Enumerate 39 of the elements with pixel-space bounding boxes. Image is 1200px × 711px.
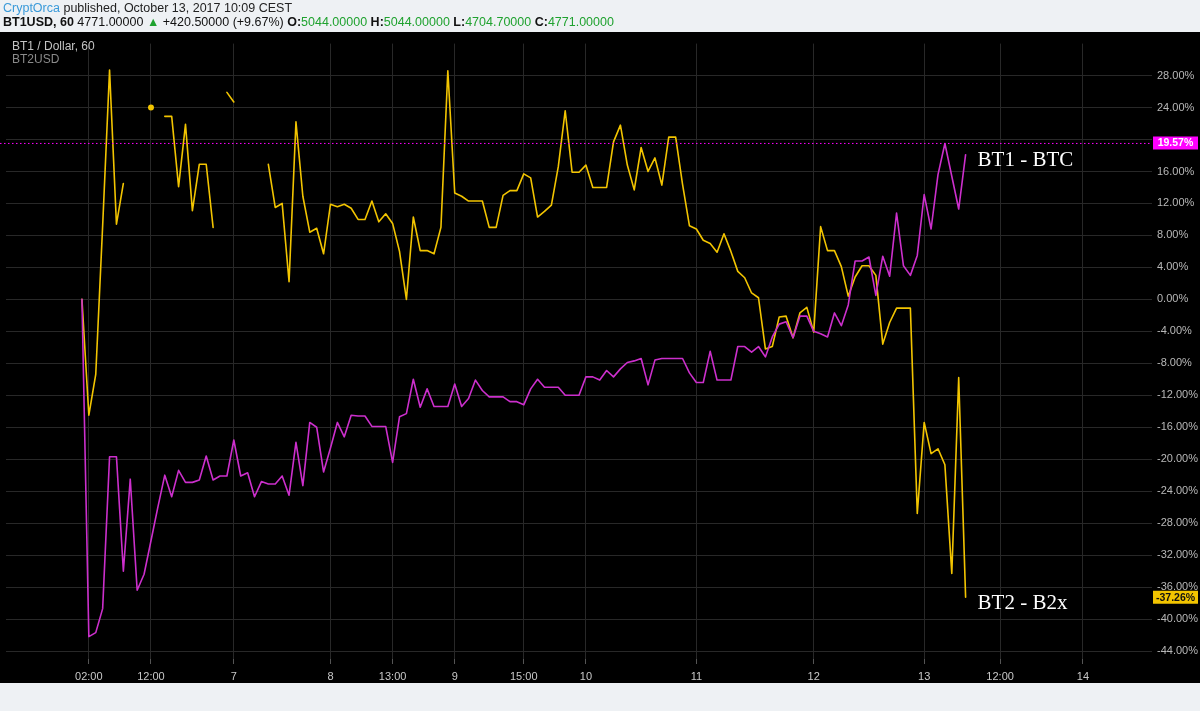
x-tick-label: 12 bbox=[807, 669, 820, 682]
y-tick-label: -36.00% bbox=[1157, 580, 1199, 593]
text: CryptOrca published, October 13, 2017 10:09 CEST bbox=[3, 1, 293, 15]
x-tick-label: 10 bbox=[579, 669, 593, 682]
y-tick-label: -8.00% bbox=[1157, 356, 1193, 369]
x-tick-label: 15:00 bbox=[510, 669, 538, 682]
x-tick-label: 13 bbox=[918, 669, 931, 682]
x-tick-label: 11 bbox=[690, 669, 703, 682]
y-tick-label: -32.00% bbox=[1157, 548, 1199, 561]
x-tick-label: 9 bbox=[451, 669, 458, 682]
y-tick-label: -44.00% bbox=[1157, 644, 1199, 657]
y-tick-label: -12.00% bbox=[1157, 388, 1199, 401]
chart-title: BT1USD, 60 4771.00000 ▲ +420.50000 (+9.67%) O:5044.00000 H:5044.00000 L:4704.70000 C:4771.00000 bbox=[3, 15, 614, 29]
annotation: BT1 / Dollar, 60 bbox=[12, 39, 95, 53]
y-tick-label: 8.00% bbox=[1157, 228, 1189, 241]
y-tick-label: -20.00% bbox=[1157, 452, 1199, 465]
x-tick-label: 12:00 bbox=[137, 669, 165, 682]
y-tick-label: -40.00% bbox=[1157, 612, 1199, 625]
y-tick-label: 0.00% bbox=[1157, 292, 1189, 305]
y-tick-label: -24.00% bbox=[1157, 484, 1199, 497]
y-tick-label: 4.00% bbox=[1157, 260, 1189, 273]
x-tick-label: 8 bbox=[327, 669, 334, 682]
x-tick-label: 12:00 bbox=[986, 669, 1014, 682]
x-tick-label: 13:00 bbox=[378, 669, 407, 682]
y-tick-label: 16.00% bbox=[1157, 164, 1195, 177]
y-tick-label: -28.00% bbox=[1157, 516, 1199, 529]
text: -37.26% bbox=[1155, 590, 1196, 603]
y-tick-label: -4.00% bbox=[1157, 324, 1193, 337]
series-label: BT1 - BTC bbox=[977, 147, 1074, 172]
series-label: BT2 - B2x bbox=[977, 589, 1068, 614]
ref-line-label: 19.57% bbox=[1157, 136, 1194, 149]
y-tick-label: 24.00% bbox=[1157, 100, 1195, 113]
y-tick-label: 12.00% bbox=[1157, 196, 1195, 209]
x-tick-label: 14 bbox=[1076, 669, 1090, 682]
annotation: BT2USD bbox=[12, 52, 61, 66]
x-tick-label: 02:00 bbox=[75, 669, 103, 682]
x-tick-label: 7 bbox=[230, 669, 237, 682]
y-tick-label: 28.00% bbox=[1157, 68, 1195, 81]
y-tick-label: -16.00% bbox=[1157, 420, 1199, 433]
